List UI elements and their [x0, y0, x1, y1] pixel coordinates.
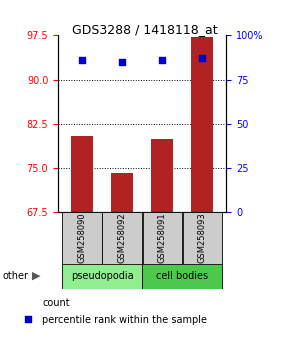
- Text: pseudopodia: pseudopodia: [71, 271, 133, 281]
- Text: GDS3288 / 1418118_at: GDS3288 / 1418118_at: [72, 23, 218, 36]
- Text: count: count: [42, 298, 70, 308]
- Bar: [102, 212, 142, 264]
- Bar: [191, 36, 213, 212]
- Point: [80, 57, 84, 63]
- Text: percentile rank within the sample: percentile rank within the sample: [42, 315, 207, 325]
- Bar: [71, 136, 93, 212]
- Bar: [62, 212, 102, 264]
- Bar: [142, 212, 182, 264]
- Bar: [142, 264, 222, 289]
- Text: cell bodies: cell bodies: [156, 271, 208, 281]
- Text: GSM258093: GSM258093: [198, 213, 207, 263]
- Text: other: other: [3, 271, 29, 281]
- Bar: [151, 139, 173, 212]
- Text: GSM258092: GSM258092: [117, 213, 126, 263]
- Bar: [62, 264, 142, 289]
- Point: [120, 59, 124, 64]
- Point: [200, 56, 204, 61]
- Text: GSM258090: GSM258090: [77, 213, 86, 263]
- Text: GSM258091: GSM258091: [158, 213, 167, 263]
- Point: [160, 57, 164, 63]
- Point: [98, 260, 103, 266]
- Bar: [111, 173, 133, 212]
- Bar: [182, 212, 222, 264]
- Text: ▶: ▶: [32, 271, 41, 281]
